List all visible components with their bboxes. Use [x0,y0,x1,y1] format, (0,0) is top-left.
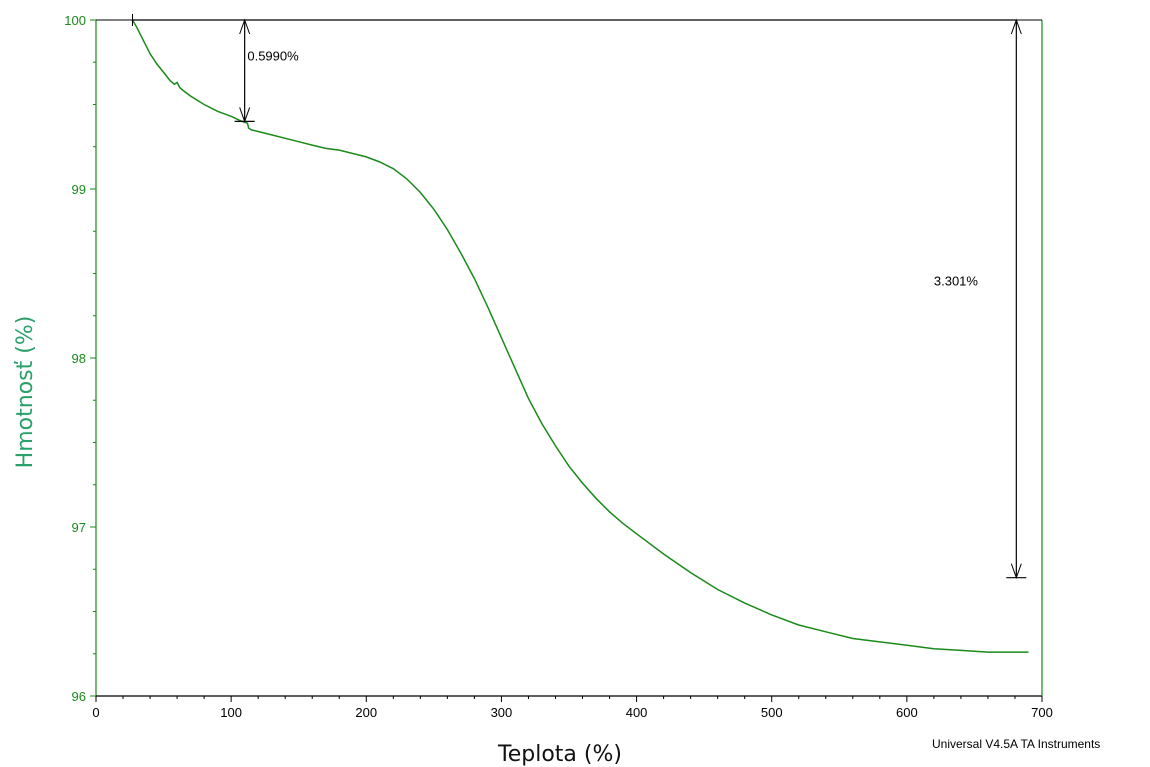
x-axis-label: Teplota (%) [497,742,622,767]
x-tick-label: 0 [92,705,99,720]
tga-curve [131,19,1029,653]
step-label: 3.301% [934,273,979,288]
y-tick-label: 98 [72,351,86,366]
arrowhead-down [239,107,251,123]
arrowhead-up [1010,18,1022,35]
data-series [131,19,1029,653]
arrowhead-up [239,18,251,35]
arrowhead-down [1010,563,1022,580]
y-axis-ticks: 96 97 98 99 100 [64,13,96,704]
y-tick-label: 100 [64,13,86,28]
step-label: 0.5990% [247,49,299,64]
x-tick-label: 200 [355,705,377,720]
x-tick-label: 500 [761,705,783,720]
y-tick-label: 99 [72,182,86,197]
y-axis-label: Hmotnosť (%) [13,316,38,469]
software-credit: Universal V4.5A TA Instruments [932,737,1101,751]
x-tick-label: 100 [220,705,242,720]
x-tick-label: 400 [626,705,648,720]
x-tick-label: 600 [896,705,918,720]
y-tick-label: 97 [72,520,86,535]
annotations: 0.5990% 3.301% [131,14,1027,580]
x-tick-label: 300 [491,705,513,720]
x-tick-label: 700 [1031,705,1053,720]
x-axis-ticks: 0 100 200 300 400 500 600 700 [92,696,1053,720]
y-tick-label: 96 [72,689,86,704]
